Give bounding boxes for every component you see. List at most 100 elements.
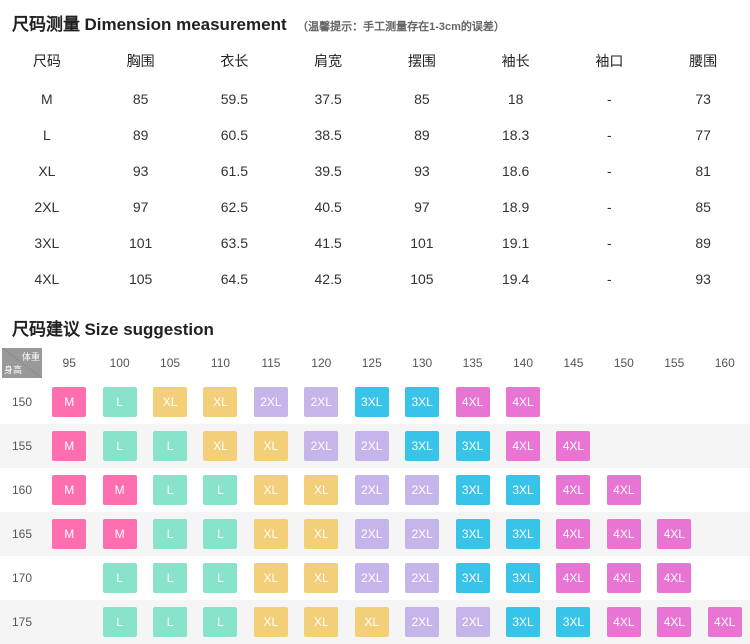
suggestion-cell: XL <box>195 424 245 468</box>
size-chip: 3XL <box>506 519 540 549</box>
suggestion-cell: 4XL <box>649 600 699 644</box>
dimension-cell: 73 <box>656 81 750 117</box>
suggestion-weight-header: 150 <box>599 346 649 380</box>
corner-weight-label: 体重 <box>22 350 40 363</box>
dimension-cell: 105 <box>94 261 188 297</box>
size-chip: 3XL <box>456 475 490 505</box>
size-chip: XL <box>254 519 288 549</box>
suggestion-header-row: 身高体重951001051101151201251301351401451501… <box>0 346 750 380</box>
suggestion-cell: 2XL <box>347 512 397 556</box>
dimension-cell: 64.5 <box>188 261 282 297</box>
suggestion-weight-header: 95 <box>44 346 94 380</box>
suggestion-cell <box>599 424 649 468</box>
size-chip: XL <box>254 563 288 593</box>
size-chip: XL <box>203 387 237 417</box>
suggestion-cell: L <box>195 468 245 512</box>
suggestion-cell <box>699 380 750 424</box>
suggestion-weight-header: 135 <box>447 346 497 380</box>
size-chip: M <box>52 431 86 461</box>
size-chip: 4XL <box>657 563 691 593</box>
dimension-header-cell: 袖长 <box>469 41 563 81</box>
suggestion-cell: XL <box>145 380 195 424</box>
suggestion-weight-header: 160 <box>699 346 750 380</box>
dimension-body: M8559.537.58518-73L8960.538.58918.3-77XL… <box>0 81 750 297</box>
dimension-cell: 19.1 <box>469 225 563 261</box>
dimension-cell: 18 <box>469 81 563 117</box>
dimension-cell: - <box>563 261 657 297</box>
dimension-cell: - <box>563 225 657 261</box>
suggestion-cell: XL <box>347 600 397 644</box>
size-chip: M <box>103 475 137 505</box>
suggestion-title-en: Size suggestion <box>84 320 213 339</box>
dimension-cell: 77 <box>656 117 750 153</box>
size-chip: 2XL <box>405 519 439 549</box>
size-chip: 2XL <box>355 475 389 505</box>
suggestion-title-cn: 尺码建议 <box>12 320 80 339</box>
size-chip: 3XL <box>456 431 490 461</box>
suggestion-height-header: 175 <box>0 600 44 644</box>
dimension-cell: 85 <box>375 81 469 117</box>
size-chip: L <box>203 563 237 593</box>
suggestion-cell: 2XL <box>347 424 397 468</box>
suggestion-height-header: 150 <box>0 380 44 424</box>
suggestion-cell: 3XL <box>447 512 497 556</box>
suggestion-cell: 4XL <box>548 468 598 512</box>
dimension-cell: 41.5 <box>281 225 375 261</box>
dimension-table: 尺码胸围衣长肩宽摆围袖长袖口腰围 M8559.537.58518-73L8960… <box>0 41 750 297</box>
dimension-cell: 40.5 <box>281 189 375 225</box>
suggestion-cell: L <box>195 556 245 600</box>
size-chip: XL <box>254 607 288 637</box>
size-chip: XL <box>304 475 338 505</box>
suggestion-cell: 2XL <box>296 424 346 468</box>
suggestion-cell: 4XL <box>599 600 649 644</box>
suggestion-cell: 3XL <box>397 380 447 424</box>
dimension-note: （温馨提示：手工测量存在1-3cm的误差） <box>297 21 505 33</box>
size-chip: 3XL <box>355 387 389 417</box>
dimension-cell: 97 <box>94 189 188 225</box>
dimension-cell: - <box>563 189 657 225</box>
suggestion-corner: 身高体重 <box>0 346 44 380</box>
dimension-cell: 85 <box>94 81 188 117</box>
size-chip: 3XL <box>405 387 439 417</box>
dimension-title-en: Dimension measurement <box>84 15 286 34</box>
size-chip: 2XL <box>304 387 338 417</box>
suggestion-cell: 4XL <box>498 380 548 424</box>
dimension-header-row: 尺码胸围衣长肩宽摆围袖长袖口腰围 <box>0 41 750 81</box>
size-chip: 4XL <box>506 431 540 461</box>
size-chip: M <box>52 519 86 549</box>
suggestion-cell: 4XL <box>649 556 699 600</box>
suggestion-cell: 4XL <box>699 600 750 644</box>
suggestion-cell: 4XL <box>498 424 548 468</box>
dimension-header-cell: 腰围 <box>656 41 750 81</box>
suggestion-body: 150MLXLXL2XL2XL3XL3XL4XL4XL155MLLXLXL2XL… <box>0 380 750 644</box>
dimension-header-cell: 肩宽 <box>281 41 375 81</box>
dimension-title: 尺码测量 Dimension measurement （温馨提示：手工测量存在1… <box>0 0 750 41</box>
suggestion-cell <box>699 512 750 556</box>
size-chip: L <box>153 519 187 549</box>
size-chip: 4XL <box>456 387 490 417</box>
suggestion-cell: 3XL <box>498 512 548 556</box>
suggestion-cell: M <box>94 512 144 556</box>
size-chip: 3XL <box>456 563 490 593</box>
suggestion-cell <box>699 468 750 512</box>
size-chip: L <box>103 563 137 593</box>
suggestion-weight-header: 125 <box>347 346 397 380</box>
suggestion-cell: 3XL <box>498 468 548 512</box>
size-chip: L <box>103 387 137 417</box>
suggestion-cell: 2XL <box>347 556 397 600</box>
suggestion-cell: 4XL <box>649 512 699 556</box>
suggestion-cell: M <box>44 468 94 512</box>
size-chip: L <box>103 431 137 461</box>
suggestion-cell: XL <box>246 556 296 600</box>
size-chip: XL <box>304 519 338 549</box>
dimension-cell: 105 <box>375 261 469 297</box>
suggestion-row: 175LLLXLXLXL2XL2XL3XL3XL4XL4XL4XL <box>0 600 750 644</box>
suggestion-weight-header: 145 <box>548 346 598 380</box>
size-chip: 2XL <box>355 563 389 593</box>
corner-height-label: 身高 <box>4 363 22 376</box>
suggestion-height-header: 165 <box>0 512 44 556</box>
size-chip: L <box>203 475 237 505</box>
suggestion-weight-header: 130 <box>397 346 447 380</box>
suggestion-cell: L <box>94 600 144 644</box>
suggestion-cell: 4XL <box>599 512 649 556</box>
